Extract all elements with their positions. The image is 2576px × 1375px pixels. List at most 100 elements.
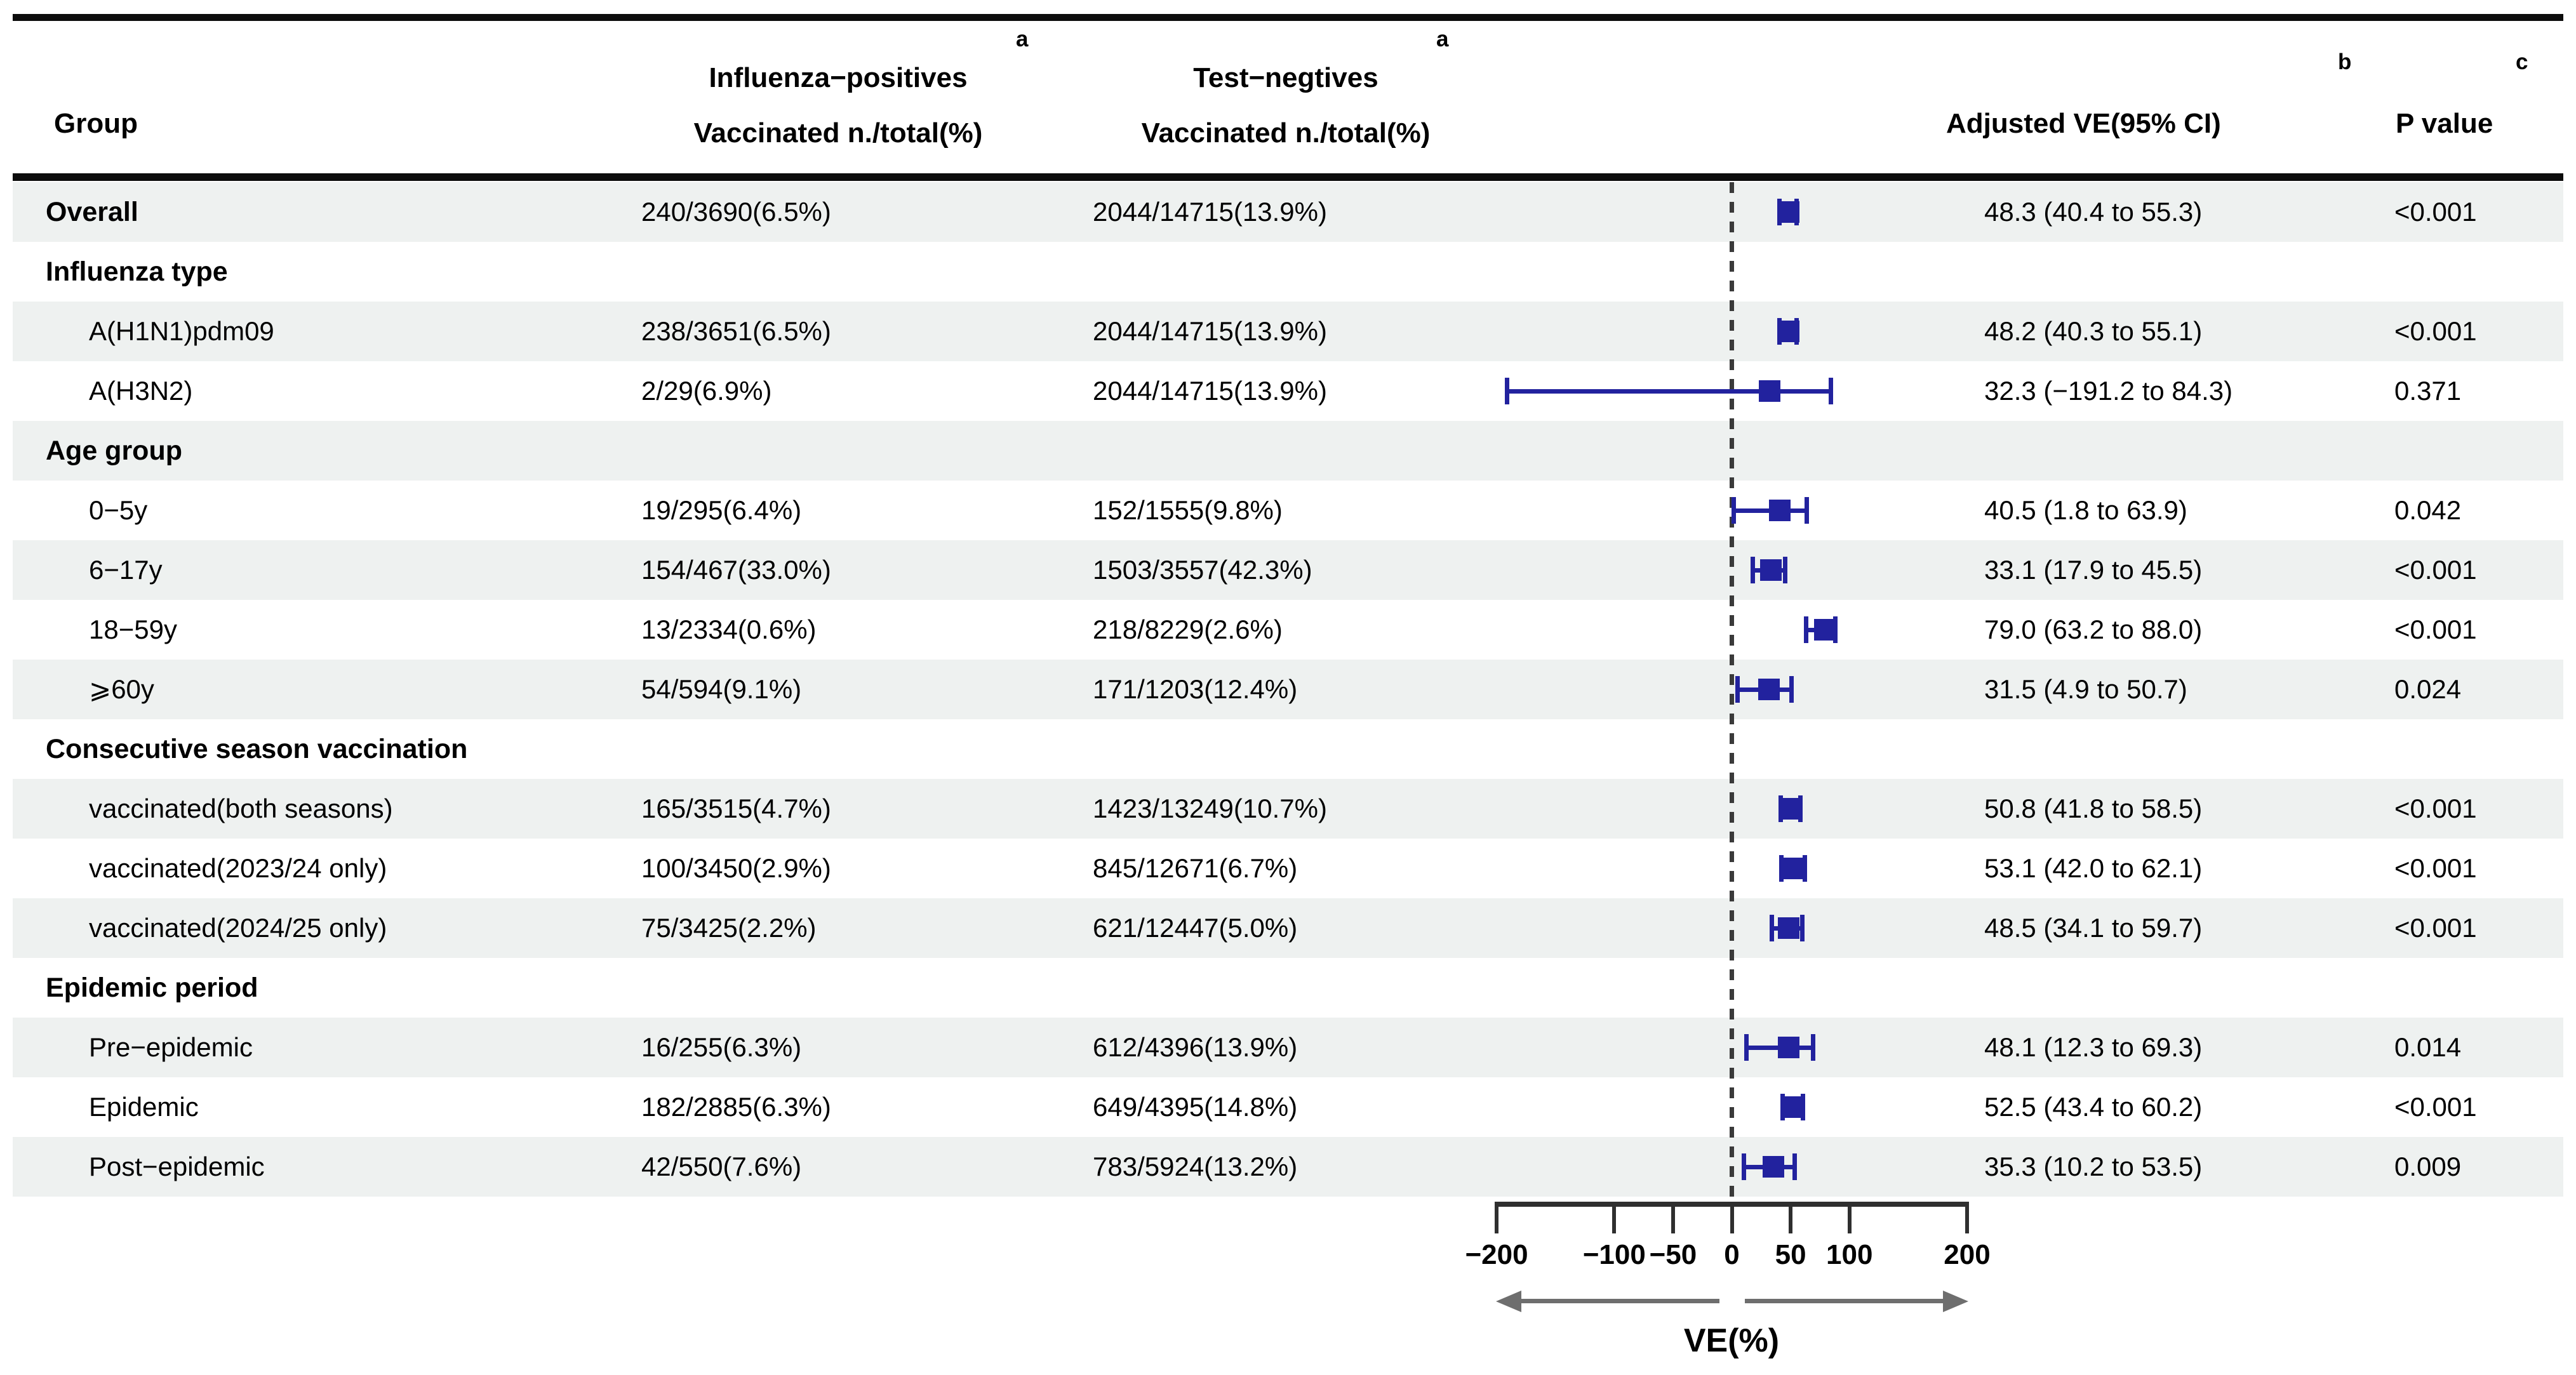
ci-line bbox=[1507, 389, 1831, 394]
p-value-cell: <0.001 bbox=[2394, 853, 2477, 883]
adjusted-ve-cell: 79.0 (63.2 to 88.0) bbox=[1984, 614, 2203, 644]
test-negatives-cell: 621/12447(5.0%) bbox=[1093, 913, 1298, 943]
ci-cap-left bbox=[1804, 616, 1809, 643]
test-negatives-cell: 649/4395(14.8%) bbox=[1093, 1092, 1298, 1122]
adjusted-ve-cell: 52.5 (43.4 to 60.2) bbox=[1984, 1092, 2203, 1122]
p-value-cell: 0.371 bbox=[2394, 376, 2462, 406]
point-estimate-square bbox=[1780, 798, 1803, 820]
test-negatives-cell: 152/1555(9.8%) bbox=[1093, 495, 1283, 525]
table-row: vaccinated(2024/25 only) 75/3425(2.2%) 621… bbox=[13, 898, 2563, 958]
adjusted-ve-cell: 48.2 (40.3 to 55.1) bbox=[1984, 316, 2203, 346]
test-negatives-cell: 1503/3557(42.3%) bbox=[1093, 555, 1312, 585]
group-cell: 0−5y bbox=[89, 495, 148, 525]
axis-arrow-left-icon bbox=[1496, 1291, 1521, 1312]
table-row: A(H1N1)pdm09 238/3651(6.5%) 2044/14715(13.… bbox=[13, 302, 2563, 361]
axis-arrow-left-shaft bbox=[1519, 1299, 1719, 1303]
table-row: Consecutive season vaccination bbox=[13, 719, 2563, 779]
axis-tick bbox=[1789, 1202, 1793, 1233]
ci-cap-right bbox=[1792, 1153, 1798, 1180]
test-negatives-cell: 2044/14715(13.9%) bbox=[1093, 376, 1327, 406]
column-header-influenza-positives: Influenza−positives bbox=[709, 62, 968, 93]
adjusted-ve-cell: 35.3 (10.2 to 53.5) bbox=[1984, 1152, 2203, 1181]
test-negatives-cell: 2044/14715(13.9%) bbox=[1093, 197, 1327, 227]
point-estimate-square bbox=[1778, 917, 1800, 939]
point-estimate-square bbox=[1759, 380, 1781, 402]
group-cell: Consecutive season vaccination bbox=[46, 734, 468, 764]
adjusted-ve-cell: 48.3 (40.4 to 55.3) bbox=[1984, 197, 2203, 227]
ci-cap-right bbox=[1805, 497, 1810, 524]
ci-cap-left bbox=[1751, 557, 1756, 583]
group-cell: Influenza type bbox=[46, 256, 228, 287]
influenza-positives-cell: 75/3425(2.2%) bbox=[641, 913, 817, 943]
p-value-cell: <0.001 bbox=[2394, 316, 2477, 346]
top-border-rule bbox=[13, 14, 2563, 21]
adjusted-ve-cell: 40.5 (1.8 to 63.9) bbox=[1984, 495, 2187, 525]
p-value-cell: 0.009 bbox=[2394, 1152, 2462, 1181]
footnote-marker-a-influenza: a bbox=[1016, 27, 1029, 51]
point-estimate-square bbox=[1813, 619, 1836, 641]
column-header-influenza-positives-sub: Vaccinated n./total(%) bbox=[693, 117, 983, 149]
point-estimate-square bbox=[1777, 201, 1799, 223]
influenza-positives-cell: 42/550(7.6%) bbox=[641, 1152, 802, 1181]
ci-cap-right bbox=[1789, 676, 1794, 703]
table-row: ⩾60y 54/594(9.1%) 171/1203(12.4%) 31.5 (4.9… bbox=[13, 660, 2563, 719]
axis-tick-label: 50 bbox=[1775, 1239, 1806, 1270]
adjusted-ve-cell: 32.3 (−191.2 to 84.3) bbox=[1984, 376, 2233, 406]
point-estimate-square bbox=[1777, 321, 1799, 342]
ci-cap-right bbox=[1829, 378, 1834, 404]
test-negatives-cell: 612/4396(13.9%) bbox=[1093, 1032, 1298, 1062]
column-header-p-value: P value bbox=[2396, 108, 2493, 139]
ci-cap-right bbox=[1783, 557, 1788, 583]
point-estimate-square bbox=[1783, 858, 1805, 879]
point-estimate-square bbox=[1782, 1096, 1805, 1118]
axis-tick-label: 0 bbox=[1724, 1239, 1740, 1270]
axis-tick bbox=[1671, 1202, 1675, 1233]
axis-tick bbox=[1612, 1202, 1617, 1233]
point-estimate-square bbox=[1777, 1037, 1799, 1058]
x-axis-label: VE(%) bbox=[1683, 1322, 1780, 1359]
adjusted-ve-cell: 33.1 (17.9 to 45.5) bbox=[1984, 555, 2203, 585]
table-row: Age group bbox=[13, 421, 2563, 481]
table-row: A(H3N2) 2/29(6.9%) 2044/14715(13.9%) 32.3 (… bbox=[13, 361, 2563, 421]
footnote-marker-a-testneg: a bbox=[1436, 27, 1449, 51]
ci-cap-left bbox=[1504, 378, 1509, 404]
ci-cap-left bbox=[1732, 497, 1737, 524]
column-header-test-negatives: Test−negtives bbox=[1193, 62, 1378, 93]
axis-tick-label: −200 bbox=[1465, 1239, 1528, 1270]
zero-reference-line bbox=[1730, 182, 1734, 1202]
p-value-cell: <0.001 bbox=[2394, 614, 2477, 644]
influenza-positives-cell: 100/3450(2.9%) bbox=[641, 853, 831, 883]
ci-cap-left bbox=[1741, 1153, 1746, 1180]
axis-arrow-right-shaft bbox=[1745, 1299, 1945, 1303]
point-estimate-square bbox=[1758, 679, 1780, 700]
p-value-cell: 0.042 bbox=[2394, 495, 2462, 525]
group-cell: Age group bbox=[46, 435, 182, 466]
group-cell: ⩾60y bbox=[89, 674, 154, 704]
p-value-cell: <0.001 bbox=[2394, 794, 2477, 823]
table-row: Pre−epidemic 16/255(6.3%) 612/4396(13.9%) 4… bbox=[13, 1018, 2563, 1077]
adjusted-ve-cell: 31.5 (4.9 to 50.7) bbox=[1984, 674, 2187, 704]
axis-tick-label: 200 bbox=[1944, 1239, 1991, 1270]
table-row: Influenza type bbox=[13, 242, 2563, 302]
p-value-cell: <0.001 bbox=[2394, 197, 2477, 227]
header-bottom-rule bbox=[13, 173, 2563, 181]
influenza-positives-cell: 13/2334(0.6%) bbox=[641, 614, 817, 644]
point-estimate-square bbox=[1759, 559, 1782, 581]
group-cell: vaccinated(2024/25 only) bbox=[89, 913, 387, 943]
axis-tick bbox=[1847, 1202, 1852, 1233]
group-cell: Overall bbox=[46, 197, 138, 227]
influenza-positives-cell: 240/3690(6.5%) bbox=[641, 197, 831, 227]
influenza-positives-cell: 165/3515(4.7%) bbox=[641, 794, 831, 823]
column-header-group: Group bbox=[54, 108, 138, 139]
influenza-positives-cell: 54/594(9.1%) bbox=[641, 674, 802, 704]
table-row: 0−5y 19/295(6.4%) 152/1555(9.8%) 40.5 (1.8 … bbox=[13, 481, 2563, 540]
p-value-cell: 0.014 bbox=[2394, 1032, 2462, 1062]
table-row: 6−17y 154/467(33.0%) 1503/3557(42.3%) 33.1 … bbox=[13, 540, 2563, 600]
column-header-adjusted-ve: Adjusted VE(95% CI) bbox=[1946, 108, 2221, 139]
p-value-cell: <0.001 bbox=[2394, 555, 2477, 585]
table-row: Overall 240/3690(6.5%) 2044/14715(13.9%) 48… bbox=[13, 182, 2563, 242]
axis-tick bbox=[1965, 1202, 1969, 1233]
group-cell: 6−17y bbox=[89, 555, 163, 585]
table-row: Epidemic 182/2885(6.3%) 649/4395(14.8%) 52.… bbox=[13, 1077, 2563, 1137]
adjusted-ve-cell: 53.1 (42.0 to 62.1) bbox=[1984, 853, 2203, 883]
